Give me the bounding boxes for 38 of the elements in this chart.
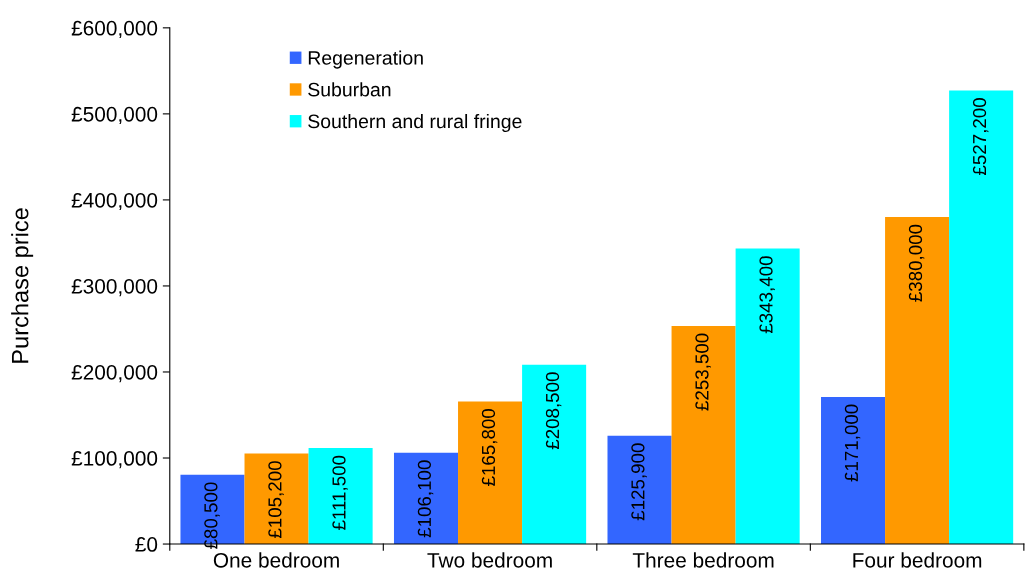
bar <box>885 217 950 545</box>
bar <box>393 452 459 545</box>
data-label: £208,500 <box>545 372 562 450</box>
data-label: £380,000 <box>908 224 925 302</box>
x-tick-label: Four bedroom <box>853 552 982 568</box>
bar <box>458 401 523 545</box>
bar <box>308 448 373 545</box>
data-label: £106,100 <box>417 460 434 538</box>
y-tick-label: £500,000 <box>71 106 158 125</box>
data-label: £253,500 <box>695 333 711 411</box>
y-tick-label: £400,000 <box>71 192 158 211</box>
bar <box>522 364 587 545</box>
x-tick-label: Three bedroom <box>632 552 774 568</box>
data-label: £171,000 <box>844 404 861 482</box>
data-label: £80,500 <box>204 482 220 549</box>
x-tick-label: Two bedroom <box>427 552 552 568</box>
y-tick-label: £200,000 <box>71 364 158 383</box>
x-tick-label: One bedroom <box>213 552 339 568</box>
bar <box>949 90 1014 545</box>
data-label: £105,200 <box>268 461 284 539</box>
data-label: £125,900 <box>631 443 647 521</box>
legend-label: Regeneration <box>308 50 423 69</box>
bar <box>607 435 672 545</box>
y-axis-title: Purchase price <box>11 208 34 363</box>
bar <box>735 248 800 545</box>
data-label: £527,200 <box>972 98 989 176</box>
bar <box>821 396 886 545</box>
y-tick-label: £0 <box>135 537 158 552</box>
legend-label: Southern and rural fringe <box>308 113 522 133</box>
y-tick-label: £600,000 <box>71 20 158 39</box>
bar <box>244 453 309 545</box>
y-tick-label: £300,000 <box>71 278 158 297</box>
data-label: £111,500 <box>332 455 348 530</box>
y-tick-label: £100,000 <box>71 451 158 469</box>
bar <box>671 325 736 545</box>
data-label: £165,800 <box>481 409 498 486</box>
data-label: £343,400 <box>759 256 775 334</box>
legend-label: Suburban <box>308 82 391 97</box>
